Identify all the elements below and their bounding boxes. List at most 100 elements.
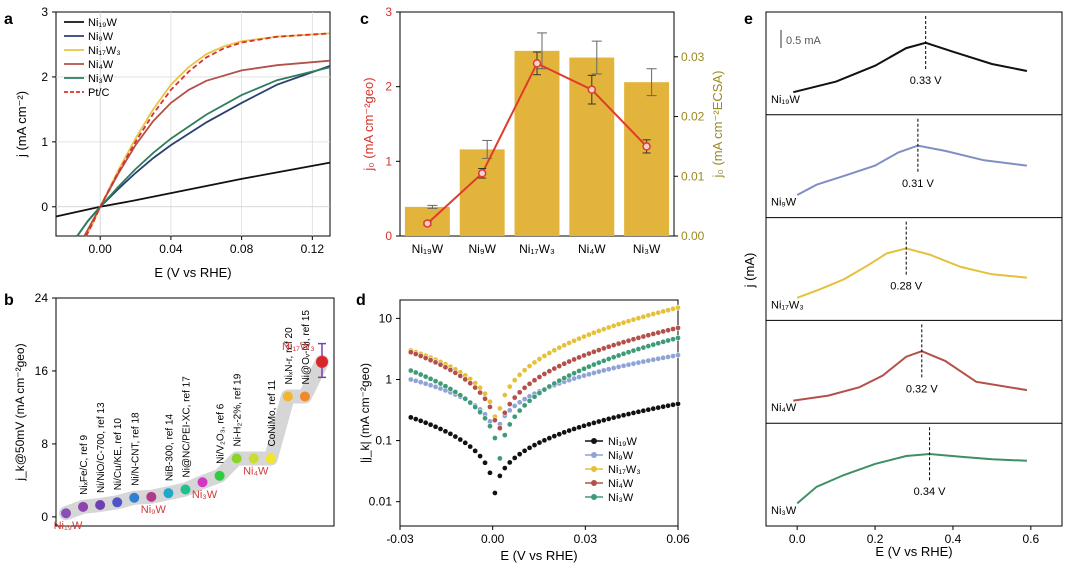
panel-a-plot: 0.00 0.04 0.08 0.12 0 1 2 3 Ni₁₉W Ni₉W Ni₁₇W₃ Ni₄W N… — [41, 5, 331, 256]
panel-b-ytick-label: 0 — [41, 510, 48, 524]
panel-b-point — [231, 453, 242, 464]
panel-d-point-Ni17W3 — [670, 306, 676, 312]
panel-d-point-Ni3W — [442, 383, 449, 390]
panel-c-category-label: Ni₄W — [578, 242, 606, 256]
panel-d-point-Ni4W — [417, 353, 424, 359]
panel-d-point-Ni17W3 — [610, 322, 617, 329]
panel-b-ref-label: NiₓFe/C, ref 9 — [79, 434, 90, 494]
panel-d-point-Ni9W — [660, 354, 667, 361]
panel-d-point-Ni17W3 — [665, 307, 671, 313]
panel-e-peak-label: 0.28 V — [890, 281, 922, 293]
panel-d-point-Ni3W — [551, 380, 558, 387]
panel-d-point-Ni19W — [670, 401, 676, 408]
panel-d-point-Ni19W — [551, 433, 558, 439]
panel-d-point-Ni19W — [442, 428, 449, 435]
panel-d-point-Ni3W — [536, 390, 543, 396]
panel-d-point-Ni3W — [556, 377, 563, 384]
panel-d-point-Ni4W — [536, 374, 543, 380]
panel-e-trace — [796, 452, 1027, 505]
panel-a-series-Ni4W — [83, 59, 331, 237]
panel-d-point-Ni4W — [437, 361, 444, 368]
panel-c-category-label: Ni₁₉W — [412, 242, 444, 256]
panel-c-line-point — [423, 219, 432, 228]
panel-d-point-Ni4W — [551, 365, 558, 372]
panel-b-point — [61, 508, 71, 519]
panel-b-highlight-label: Ni₁₉W — [54, 520, 83, 532]
panel-d-point-Ni17W3 — [625, 318, 632, 324]
panel-d-point-Ni3W — [482, 415, 488, 422]
panel-d-point-Ni4W — [591, 348, 597, 355]
panel-d-point-Ni3W — [645, 343, 652, 349]
panel-d-point-Ni3W — [586, 363, 592, 370]
panel-d-legend-marker — [591, 452, 597, 458]
panel-d-point-Ni19W — [655, 404, 662, 411]
panel-d-point-Ni19W — [640, 407, 647, 414]
panel-d-point-Ni9W — [521, 396, 528, 402]
panel-d-point-Ni17W3 — [605, 324, 612, 331]
panel-d-point-Ni4W — [526, 380, 533, 387]
panel-c-ytick-right-label: 0.03 — [681, 50, 705, 64]
panel-d-point-Ni4W — [422, 355, 429, 361]
panel-c-letter: c — [360, 11, 369, 28]
panel-b-ref-label: NiₓN-r, ref 20 — [284, 327, 295, 385]
panel-c-line-point — [642, 142, 651, 151]
panel-d-point-Ni19W — [516, 451, 523, 457]
panel-d-point-Ni17W3 — [581, 333, 587, 340]
panel-c-bar — [624, 82, 670, 236]
panel-d-legend-label: Ni₁₉W — [608, 436, 637, 448]
panel-d-point-Ni9W — [437, 385, 444, 392]
panel-a-series-Ni19W — [55, 161, 331, 218]
panel-d-point-Ni17W3 — [660, 308, 667, 315]
panel-a-xtick-label: 0.04 — [159, 242, 183, 256]
panel-d-point-Ni17W3 — [511, 377, 518, 384]
panel-d-legend-marker — [591, 438, 597, 444]
panel-b-point — [163, 488, 174, 499]
panel-d-point-Ni9W — [487, 418, 493, 425]
panel-d-point-Ni17W3 — [586, 331, 592, 338]
panel-d-point-Ni19W — [501, 465, 508, 471]
panel-a-legend-label: Ni₃W — [88, 73, 114, 85]
panel-d-point-Ni19W — [586, 421, 592, 428]
panel-c-ylabel-right: j₀ (mA cm⁻²ECSA) — [710, 71, 725, 179]
panel-d-point-Ni4W — [531, 377, 538, 384]
panel-d-point-Ni3W — [477, 409, 483, 415]
panel-d-point-Ni9W — [645, 357, 652, 364]
panel-e-sample-label: Ni₁₇W₃ — [771, 299, 804, 311]
panel-c-line-point — [532, 59, 542, 68]
panel-d-point-Ni9W — [655, 355, 662, 362]
panel-e-scale-label: 0.5 mA — [786, 35, 822, 47]
panel-d-point-Ni17W3 — [482, 390, 488, 397]
panel-b-point — [265, 453, 276, 464]
panel-d-point-Ni3W — [605, 356, 612, 362]
panel-d-point-Ni9W — [670, 353, 676, 359]
panel-d-point-Ni19W — [427, 421, 434, 428]
panel-e-xtick-label: 0.2 — [867, 532, 884, 546]
panel-d-point-Ni17W3 — [576, 335, 582, 342]
panel-d-legend-label: Ni₁₇W₃ — [608, 464, 641, 476]
panel-d-point-Ni3W — [640, 344, 647, 351]
panel-d-point-Ni4W — [541, 371, 548, 377]
panel-e-ylabel: j (mA) — [742, 253, 757, 289]
panel-d-point-Ni17W3 — [477, 384, 483, 391]
panel-d-ylabel: |j_k| (mA cm⁻²geo) — [358, 363, 372, 463]
panel-e-trace — [793, 41, 1028, 94]
panel-d-point-Ni17W3 — [675, 304, 681, 311]
panel-e-xtick-label: 0.0 — [789, 532, 806, 546]
panel-a-letter: a — [4, 11, 13, 28]
panel-d-point-Ni3W — [487, 423, 493, 429]
panel-d-point-Ni9W — [511, 403, 518, 409]
panel-d-point-Ni17W3 — [615, 321, 622, 328]
panel-d-xtick-label: -0.03 — [386, 532, 414, 546]
panel-b-plot: 0 8 16 24 Ni₁₉W NiₓFe/C, ref 9 Ni/NiO/C-700, r… — [35, 291, 329, 532]
panel-d-legend-label: Ni₄W — [608, 478, 634, 490]
panel-d-point-Ni9W — [516, 399, 523, 406]
panel-d-point-Ni4W — [482, 395, 488, 402]
panel-d-point-Ni19W — [472, 448, 478, 454]
panel-d-point-Ni19W — [595, 418, 602, 425]
panel-d-point-Ni17W3 — [561, 342, 568, 349]
panel-b-ytick-label: 24 — [35, 291, 49, 305]
panel-d-point-Ni4W — [645, 332, 652, 339]
panel-d-point-Ni17W3 — [551, 347, 558, 354]
panel-d-point-Ni4W — [407, 349, 414, 356]
panel-d-point-Ni17W3 — [645, 312, 652, 319]
